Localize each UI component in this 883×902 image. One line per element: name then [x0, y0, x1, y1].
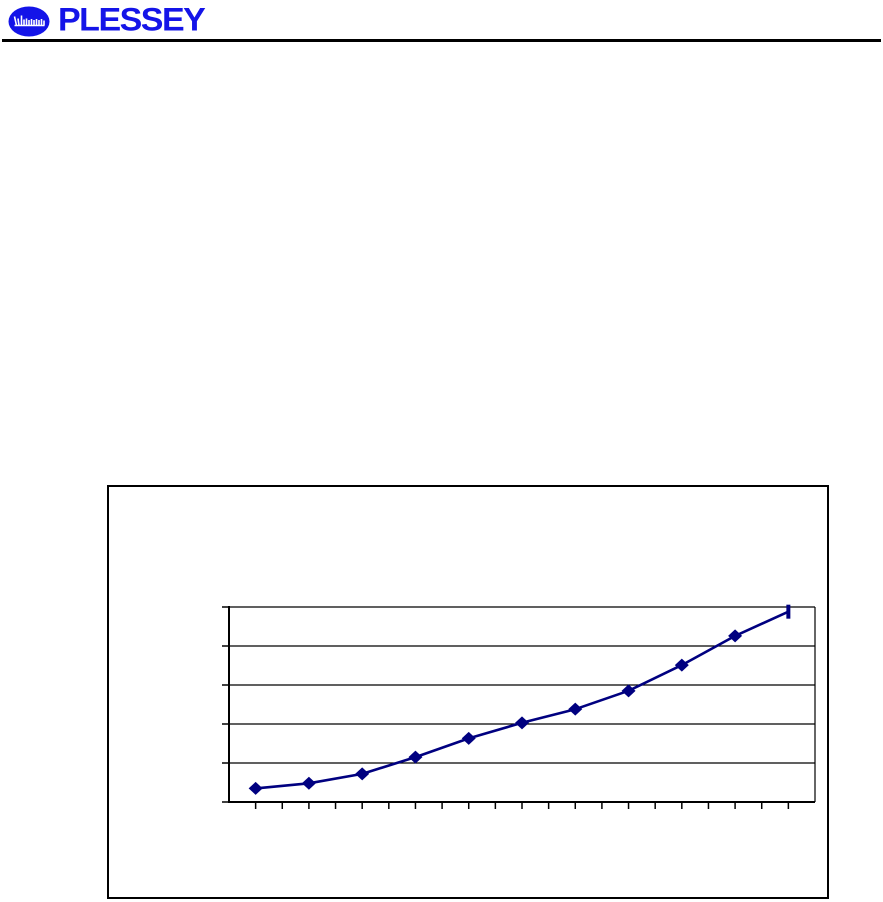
- line-chart: [222, 604, 816, 809]
- header-divider: [2, 39, 881, 42]
- plessey-waveform-circle-icon: [8, 6, 50, 37]
- waveform-glyph: [13, 15, 45, 27]
- logo-text: PLESSEY: [58, 1, 206, 39]
- figure-frame: [107, 485, 829, 899]
- letterhead: PLESSEY: [6, 1, 206, 39]
